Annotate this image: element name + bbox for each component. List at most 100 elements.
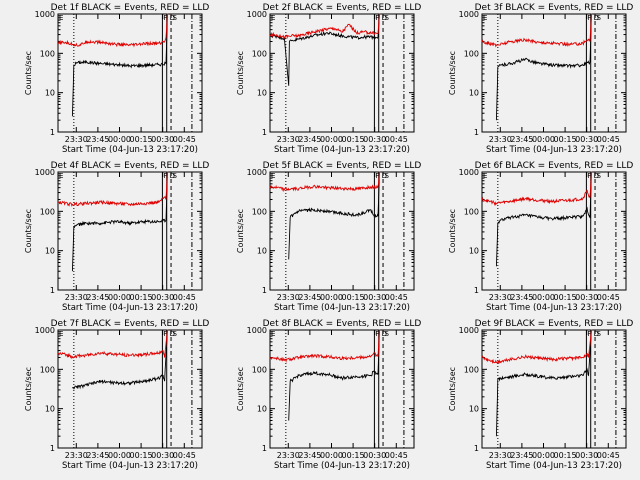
detector-plot-6: Det 6f BLACK = Events, RED = LLD 1 10 100 10…	[448, 161, 633, 313]
x-tick-label: 00:15	[342, 451, 365, 460]
marker-label-s: S	[596, 330, 601, 338]
series-line-events	[495, 329, 593, 437]
marker-label-s: S	[172, 172, 177, 180]
y-tick-label: 100	[252, 365, 267, 374]
plot-frame	[481, 329, 627, 449]
x-tick-label: 23:30	[65, 451, 88, 460]
x-tick-label: 00:00	[532, 451, 555, 460]
x-tick-label: 00:15	[554, 135, 577, 144]
marker-label-s: S	[596, 172, 601, 180]
series-line-lld	[481, 171, 593, 206]
y-tick-label: 10	[469, 247, 479, 256]
x-tick-label: 00:00	[532, 135, 555, 144]
y-tick-label: 1	[50, 444, 55, 453]
series-line-lld	[57, 171, 169, 207]
x-tick-label: 23:45	[298, 293, 321, 302]
x-tick-label: 23:45	[86, 135, 109, 144]
detector-plot-8: Det 8f BLACK = Events, RED = LLD 1 10 100 10…	[236, 319, 421, 471]
x-tick-label: 23:30	[489, 451, 512, 460]
y-tick-label: 10	[257, 247, 267, 256]
x-tick-label: 23:45	[510, 293, 533, 302]
y-tick-label: 1000	[35, 168, 55, 177]
marker-label-s: S	[384, 14, 389, 22]
x-tick-label: 00:30	[363, 451, 386, 460]
x-tick-label: 00:00	[108, 293, 131, 302]
corner-marker: E	[59, 330, 63, 338]
x-tick-label: 00:15	[342, 135, 365, 144]
plot-frame	[57, 13, 203, 133]
y-tick-label: 1000	[35, 326, 55, 335]
x-tick-label: 00:15	[130, 293, 153, 302]
series-line-events	[288, 329, 381, 421]
marker-label-d: D	[594, 172, 599, 180]
marker-label-f: F	[587, 14, 591, 22]
x-tick-label: 00:30	[575, 293, 598, 302]
x-tick-label: 00:30	[151, 451, 174, 460]
y-tick-label: 100	[40, 365, 55, 374]
x-tick-label: 00:45	[173, 451, 196, 460]
x-tick-label: 23:30	[277, 293, 300, 302]
y-tick-label: 1000	[247, 168, 267, 177]
plot-frame	[57, 329, 203, 449]
x-tick-label: 00:45	[385, 293, 408, 302]
series-line-lld	[57, 329, 169, 360]
x-tick-label: 00:30	[363, 135, 386, 144]
y-axis-label: Counts/sec	[236, 51, 245, 95]
plot-title: Det 8f BLACK = Events, RED = LLD	[263, 319, 422, 329]
x-tick-label: 00:45	[173, 293, 196, 302]
plot-frame	[269, 13, 415, 133]
x-tick-label: 00:30	[575, 135, 598, 144]
y-tick-label: 100	[252, 207, 267, 216]
x-tick-label: 00:15	[130, 451, 153, 460]
x-tick-label: 00:15	[554, 293, 577, 302]
series-line-lld	[57, 13, 169, 48]
x-tick-label: 23:30	[65, 135, 88, 144]
marker-label-d: D	[170, 330, 175, 338]
corner-marker: E	[483, 172, 487, 180]
x-tick-label: 23:30	[489, 135, 512, 144]
y-axis-label: Counts/sec	[236, 209, 245, 253]
y-axis-label: Counts/sec	[448, 51, 457, 95]
plot-title: Det 9f BLACK = Events, RED = LLD	[475, 319, 634, 329]
detector-plot-3: Det 3f BLACK = Events, RED = LLD 1 10 100 10…	[448, 3, 633, 155]
x-axis-label: Start Time (04-Jun-13 23:17:20)	[486, 145, 622, 155]
x-tick-label: 00:45	[597, 451, 620, 460]
marker-label-s: S	[384, 172, 389, 180]
y-tick-label: 1000	[247, 326, 267, 335]
series-line-events	[495, 171, 593, 267]
x-tick-label: 00:45	[385, 135, 408, 144]
y-tick-label: 1	[262, 286, 267, 295]
plot-title: Det 2f BLACK = Events, RED = LLD	[263, 3, 422, 13]
y-tick-label: 10	[257, 405, 267, 414]
x-tick-label: 00:00	[320, 451, 343, 460]
x-tick-label: 23:30	[65, 293, 88, 302]
x-tick-label: 23:45	[510, 451, 533, 460]
plot-frame	[481, 171, 627, 291]
series-line-lld	[269, 329, 381, 363]
x-tick-label: 00:30	[575, 451, 598, 460]
x-tick-label: 00:15	[130, 135, 153, 144]
plot-title: Det 3f BLACK = Events, RED = LLD	[475, 3, 634, 13]
y-tick-label: 10	[469, 89, 479, 98]
y-tick-label: 1000	[459, 10, 479, 19]
x-tick-label: 00:15	[554, 451, 577, 460]
y-tick-label: 1000	[35, 10, 55, 19]
detector-plot-7: Det 7f BLACK = Events, RED = LLD 1 10 100 10…	[24, 319, 209, 471]
plot-title: Det 6f BLACK = Events, RED = LLD	[475, 161, 634, 171]
x-tick-label: 00:00	[320, 293, 343, 302]
marker-label-f: F	[163, 14, 167, 22]
corner-marker: E	[271, 172, 275, 180]
x-tick-label: 00:45	[173, 135, 196, 144]
marker-label-d: D	[170, 172, 175, 180]
marker-label-d: D	[594, 14, 599, 22]
x-tick-label: 00:30	[151, 293, 174, 302]
marker-label-s: S	[172, 14, 177, 22]
y-tick-label: 10	[45, 89, 55, 98]
y-tick-label: 1	[474, 128, 479, 137]
x-tick-label: 00:45	[597, 135, 620, 144]
y-axis-label: Counts/sec	[448, 367, 457, 411]
marker-label-d: D	[594, 330, 599, 338]
plot-frame	[269, 329, 415, 449]
plot-frame	[481, 13, 627, 133]
x-axis-label: Start Time (04-Jun-13 23:17:20)	[62, 145, 198, 155]
